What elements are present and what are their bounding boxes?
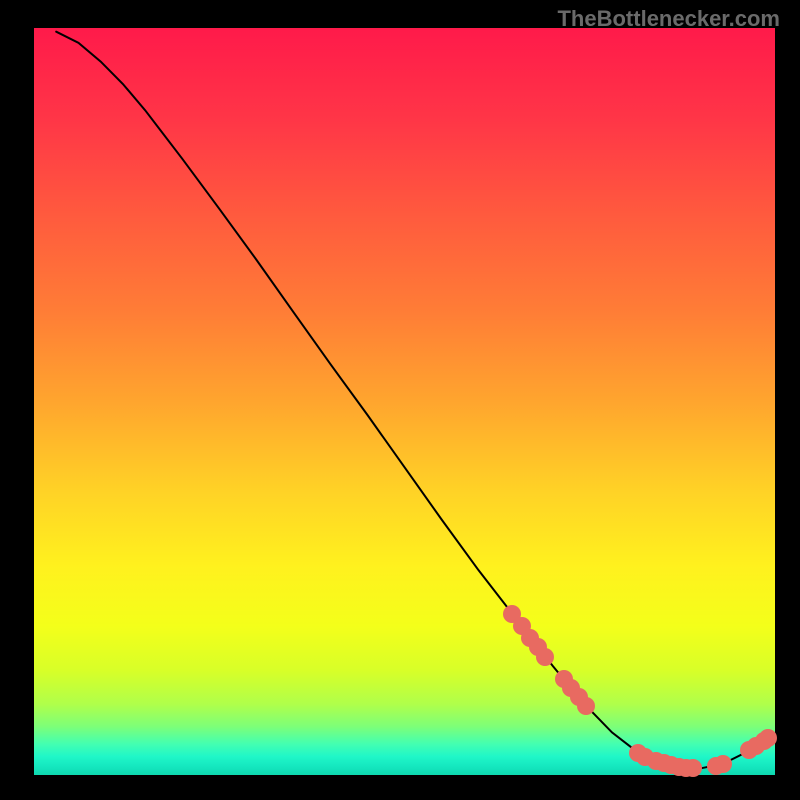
- chart-stage: TheBottlenecker.com: [0, 0, 800, 800]
- watermark-text: TheBottlenecker.com: [557, 6, 780, 32]
- gradient-background: [34, 28, 775, 775]
